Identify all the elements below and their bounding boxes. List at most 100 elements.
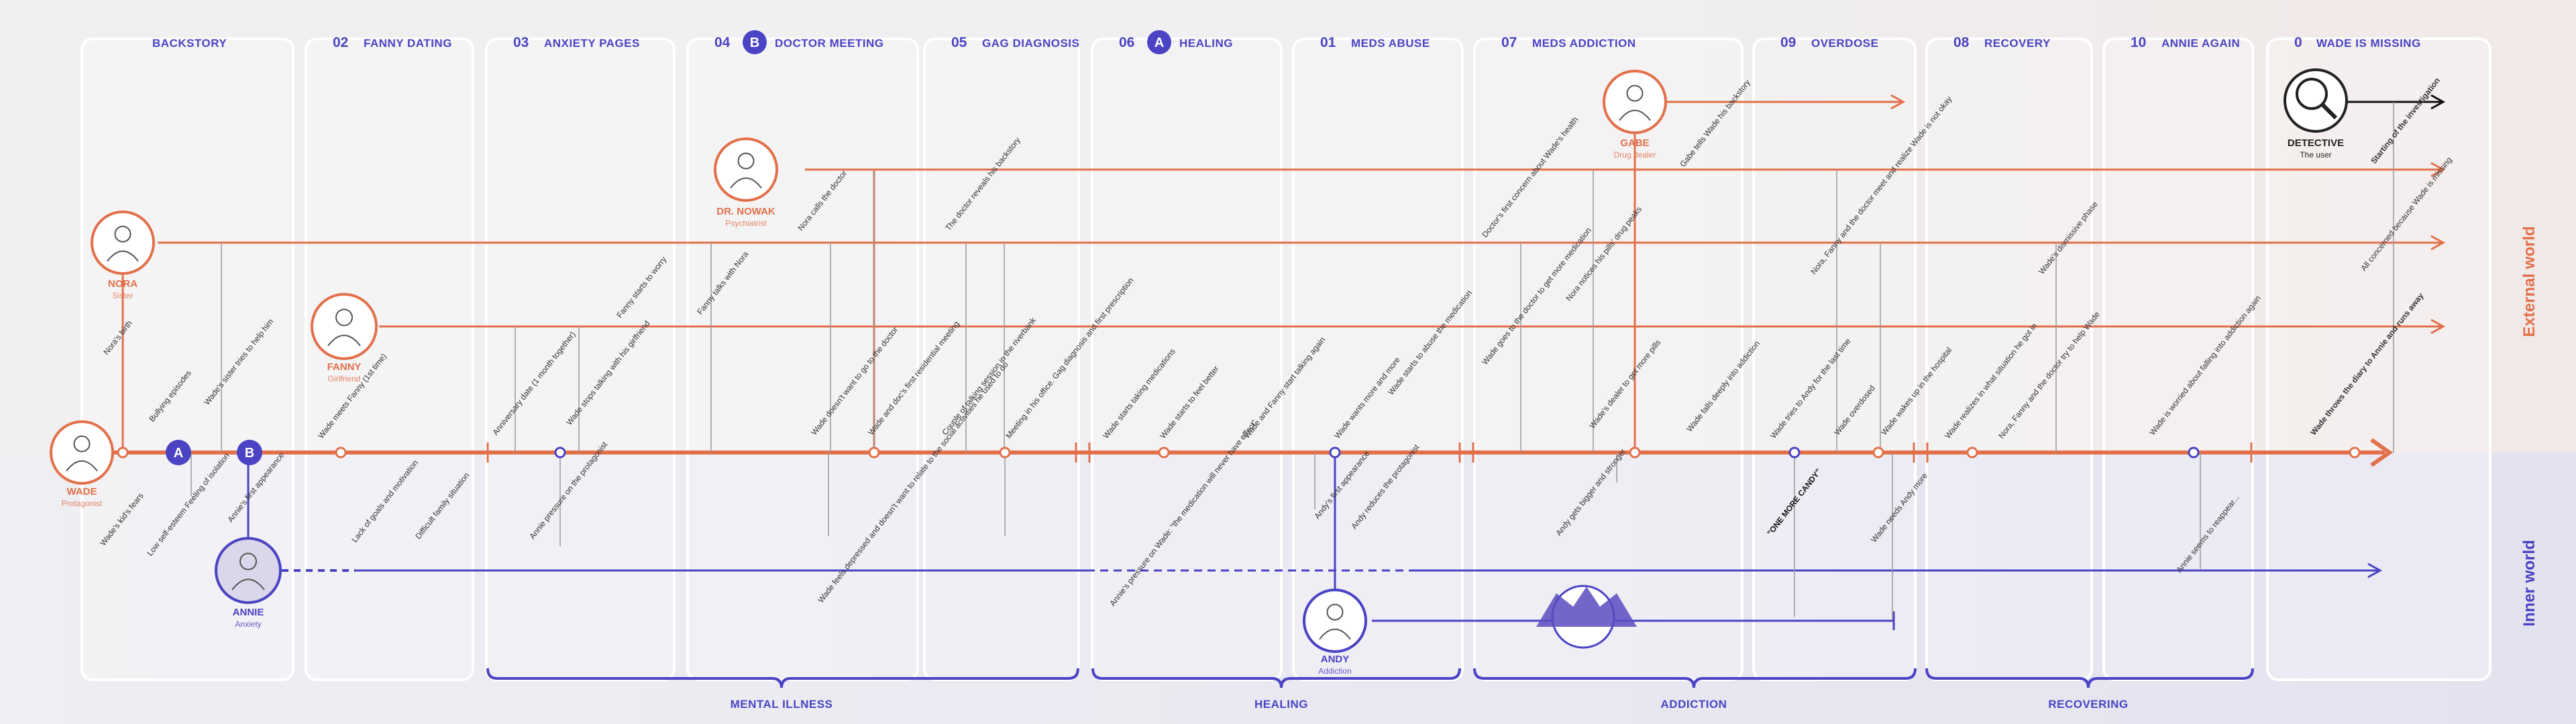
detective-role: The user: [2300, 150, 2331, 160]
section-badge-letter: B: [750, 36, 759, 50]
timeline-node: [2349, 446, 2361, 459]
wade-role: Protagonist: [62, 499, 103, 508]
gabe-name: GABE: [1620, 137, 1649, 149]
character-lines: [75, 94, 2446, 630]
section-title: HEALING: [1179, 37, 1233, 50]
nowak-role: Psychiatrist: [725, 219, 767, 228]
section-title: MEDS ADDICTION: [1532, 37, 1636, 50]
timeline-node: [1329, 446, 1341, 459]
section-number: 06: [1119, 35, 1134, 50]
magnifier-icon: [2296, 78, 2328, 110]
group-brackets: MENTAL ILLNESS HEALING ADDICTION RECOVERING: [486, 668, 2254, 711]
gabe-body-icon: [1619, 109, 1651, 121]
timeline-node: [117, 446, 129, 459]
timeline-node: [1966, 446, 1978, 459]
marker-b: [237, 440, 262, 465]
external-world-label: External world: [2520, 226, 2538, 337]
gabe-portrait: [1603, 70, 1667, 134]
group-bracket: [1091, 668, 1461, 688]
section-number: 08: [1953, 35, 1970, 50]
arrow-head: [2430, 162, 2446, 178]
timeline-node: [999, 446, 1011, 459]
nora-body-icon: [107, 250, 139, 262]
section-title: ANNIE AGAIN: [2161, 37, 2240, 50]
andy-monster-icon: [1536, 587, 1637, 627]
section-panel: [305, 38, 474, 681]
inner-world-label: Inner world: [2520, 540, 2538, 626]
annie-head-icon: [239, 552, 257, 570]
section-number: 0: [2294, 35, 2302, 50]
timeline-node: [335, 446, 347, 459]
main-timeline-arrow: [2370, 438, 2394, 467]
group-label: ADDICTION: [1661, 698, 1727, 711]
andy-name: ANDY: [1321, 654, 1350, 665]
wade-head-icon: [73, 435, 91, 452]
timeline-node: [868, 446, 880, 459]
section-title: MEDS ABUSE: [1351, 37, 1430, 50]
section-title: OVERDOSE: [1811, 37, 1878, 50]
arrow-head: [2430, 318, 2446, 335]
section-badge: [743, 30, 767, 54]
section-number: 04: [714, 35, 731, 50]
section-title: GAG DIAGNOSIS: [982, 37, 1079, 50]
nowak-head-icon: [737, 152, 755, 170]
section-panel: [485, 38, 676, 681]
timeline-node: [1158, 446, 1170, 459]
nowak-name: DR. NOWAK: [716, 206, 775, 217]
section-panel: [686, 38, 919, 681]
section-title: WADE IS MISSING: [2316, 37, 2421, 50]
section-panel: [1292, 38, 1464, 681]
timeline-node: [1872, 446, 1884, 459]
section-title: DOCTOR MEETING: [775, 37, 884, 50]
section-number: 02: [333, 35, 348, 50]
wade-portrait: [50, 420, 114, 485]
section-title: BACKSTORY: [152, 37, 227, 50]
annie-body-icon: [231, 579, 265, 591]
section-number: 10: [2131, 35, 2146, 50]
andy-role: Addiction: [1318, 666, 1351, 676]
section-panel: [2266, 38, 2491, 681]
section-panel: [2102, 38, 2254, 681]
nora-portrait: [91, 210, 155, 275]
fanny-portrait: [311, 293, 378, 360]
timeline-node: [2188, 446, 2200, 459]
timeline-node: [1788, 446, 1801, 459]
section-badge: [1147, 30, 1171, 54]
nora-name: NORA: [108, 278, 138, 290]
section-panel: [1091, 38, 1283, 681]
gabe-role: Drug dealer: [1614, 150, 1656, 160]
nora-role: Sister: [113, 291, 133, 300]
arrow-head: [1890, 94, 1906, 110]
fanny-name: FANNY: [327, 361, 362, 373]
marker-b-letter: B: [245, 446, 254, 461]
marker-a-letter: A: [174, 446, 183, 461]
fanny-body-icon: [327, 335, 361, 347]
nowak-body-icon: [730, 177, 762, 189]
section-number: 01: [1320, 35, 1336, 50]
timeline-node: [1629, 446, 1641, 459]
marker-a: [166, 440, 191, 465]
andy-portrait: [1303, 589, 1367, 653]
nora-head-icon: [114, 225, 131, 243]
group-bracket: [1925, 668, 2254, 688]
section-title: ANXIETY PAGES: [544, 37, 640, 50]
wade-name: WADE: [67, 486, 97, 497]
annie-portrait: [215, 537, 282, 604]
section-number: 07: [1501, 35, 1517, 50]
arrow-head: [2430, 235, 2446, 251]
nowak-portrait: [714, 137, 778, 202]
fanny-head-icon: [335, 308, 353, 326]
detective-name: DETECTIVE: [2288, 137, 2344, 149]
group-label: HEALING: [1254, 698, 1308, 711]
group-label: RECOVERING: [2048, 698, 2128, 711]
andy-body-icon: [1319, 628, 1351, 640]
section-headers: BACKSTORY 02 FANNY DATING 03 ANXIETY PAGES 04…: [152, 30, 2421, 54]
gabe-head-icon: [1626, 84, 1644, 102]
section-title: RECOVERY: [1984, 37, 2051, 50]
fanny-role: Girlfriend: [328, 374, 361, 383]
group-bracket: [1473, 668, 1917, 688]
annie-name: ANNIE: [233, 607, 264, 618]
